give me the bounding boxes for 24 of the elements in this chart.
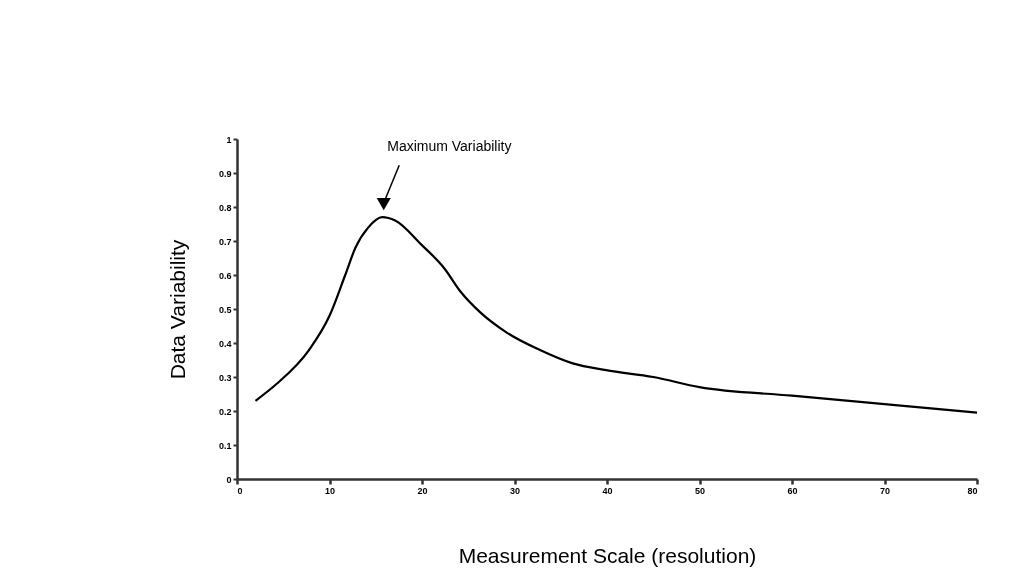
x-tick-label: 50 — [694, 485, 706, 496]
x-tick-label: 70 — [879, 485, 891, 496]
x-tick-label: 60 — [787, 485, 798, 496]
y-tick-label: 0.4 — [218, 338, 232, 349]
y-tick-label: 0.3 — [218, 372, 232, 383]
x-axis-title: Measurement Scale (resolution) — [458, 543, 757, 567]
x-tick-label: 80 — [967, 485, 978, 496]
y-tick-label: 1 — [226, 134, 232, 145]
x-tick-label: 30 — [509, 485, 521, 496]
y-tick-label: 0.5 — [218, 304, 232, 315]
y-tick-label: 0.2 — [218, 406, 232, 417]
annotation: Maximum Variability — [387, 138, 512, 155]
y-tick-label: 0.6 — [218, 270, 232, 281]
y-tick-label: 0.1 — [218, 440, 232, 451]
x-tick-label: 40 — [602, 485, 613, 496]
y-tick-label: 0.9 — [218, 168, 232, 179]
y-axis-title: Data Variability — [165, 239, 189, 380]
line-series — [254, 216, 979, 414]
y-tick-label: 0.8 — [218, 202, 232, 213]
x-tick-label: 20 — [417, 485, 428, 496]
x-tick-label: 0 — [237, 485, 243, 496]
x-tick-label: 10 — [324, 485, 336, 496]
y-tick-label: 0 — [226, 474, 232, 485]
y-tick-label: 0.7 — [218, 236, 232, 247]
